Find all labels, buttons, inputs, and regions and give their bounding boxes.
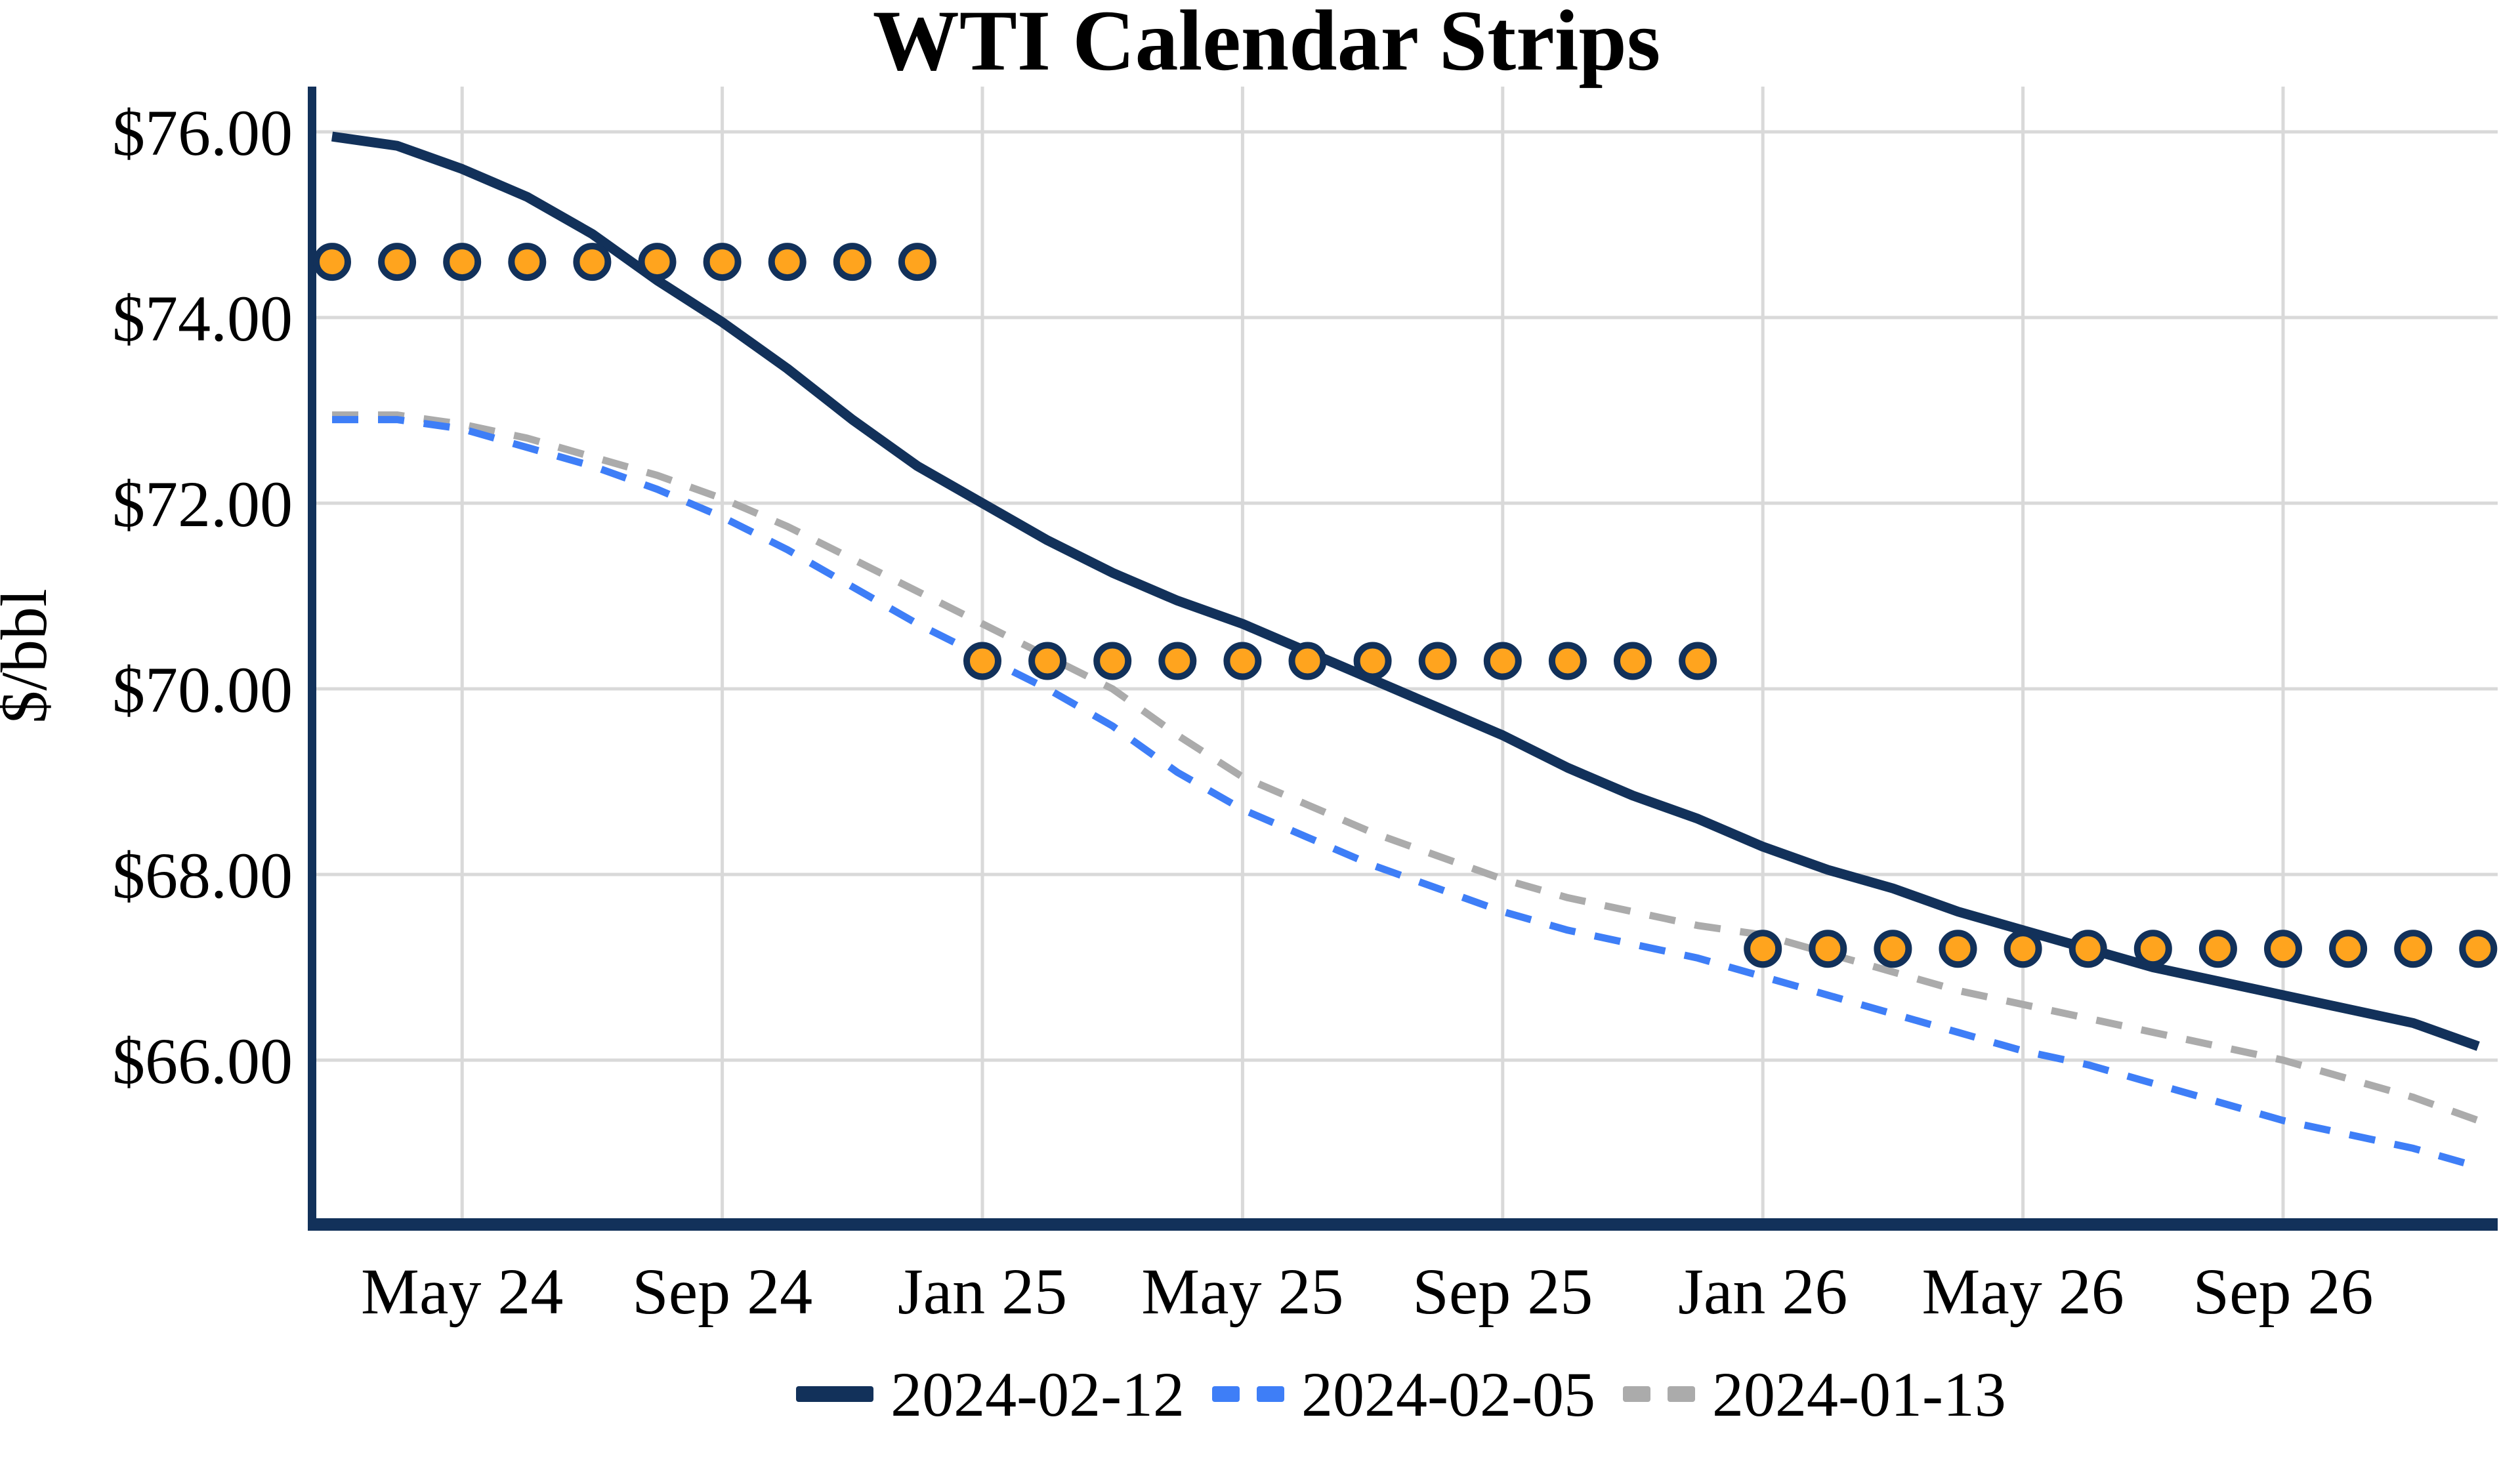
strip-marker [1679,642,1717,680]
strip-marker [1028,642,1067,680]
strip-marker [2133,930,2172,968]
x-tick-label: Jan 25 [898,1255,1067,1328]
strip-markers [313,243,2498,968]
strip-marker [833,243,872,281]
x-tick-label: Sep 25 [1412,1255,1593,1328]
strip-marker [2068,930,2107,968]
legend-item-2024-02-12: 2024-02-12 [796,1358,1185,1431]
y-axis-label: $/bbl [0,588,60,724]
strip-marker [2329,930,2368,968]
strip-marker [313,243,351,281]
strip-marker [2459,930,2498,968]
x-tick-label: May 25 [1141,1255,1343,1328]
legend-label: 2024-02-12 [891,1359,1185,1429]
strip-marker [1288,642,1327,680]
y-tick-labels: $76.00 $74.00 $72.00 $70.00 $68.00 $66.00 [112,96,293,1098]
strip-marker [703,243,742,281]
strip-marker [1483,642,1522,680]
chart-title: WTI Calendar Strips [873,0,1660,89]
axes [308,87,2498,1231]
strip-marker [2264,930,2302,968]
y-axis-line [308,87,316,1231]
strip-marker [1158,642,1197,680]
strip-marker [573,243,612,281]
series-lines [331,131,2480,1170]
x-tick-label: Sep 26 [2193,1255,2374,1328]
strip-marker [2198,930,2237,968]
strip-marker [508,243,547,281]
strip-marker [1353,642,1392,680]
y-tick-label: $66.00 [112,1025,293,1098]
legend-label: 2024-02-05 [1301,1359,1595,1429]
strip-marker [1093,642,1132,680]
strip-marker [378,243,417,281]
y-tick-label: $74.00 [112,282,293,355]
strip-marker [1418,642,1457,680]
legend-label: 2024-01-13 [1712,1359,2006,1429]
strip-marker [1809,930,1847,968]
x-tick-label: May 26 [1922,1255,2124,1328]
legend: 2024-02-12 2024-02-05 2024-01-13 [0,1350,2520,1438]
strip-cal-2024-strip [313,243,936,281]
strip-marker [963,642,1001,680]
legend-item-2024-01-13: 2024-01-13 [1622,1358,2006,1431]
strip-marker [898,243,936,281]
y-tick-label: $76.00 [112,96,293,169]
x-tick-label: Sep 24 [632,1255,812,1328]
x-tick-label: May 24 [361,1255,563,1328]
strip-marker [2394,930,2433,968]
strip-marker [1548,642,1587,680]
legend-swatch-blue-dashed-icon [1212,1386,1285,1402]
x-tick-label: Jan 26 [1678,1255,1847,1328]
y-tick-label: $70.00 [112,653,293,726]
series-line-2024-01-13 [332,411,2480,1124]
strip-marker [1874,930,1912,968]
gridlines-h [308,130,2498,1062]
legend-swatch-gray-dashed-icon [1622,1386,1695,1402]
y-tick-label: $68.00 [112,839,293,912]
x-axis-line [308,1218,2498,1231]
strip-marker [443,243,482,281]
x-tick-labels: May 24 Sep 24 Jan 25 May 25 Sep 25 Jan 26 May … [361,1255,2373,1328]
strip-marker [638,243,677,281]
series-line-2024-02-05 [332,416,2479,1170]
strip-marker [768,243,807,281]
strip-marker [1223,642,1262,680]
y-tick-label: $72.00 [112,468,293,541]
strip-cal-2026-strip [1744,930,2498,968]
series-line-2024-02-12 [331,131,2480,1051]
strip-marker [1744,930,1782,968]
legend-swatch-solid-line-icon [796,1386,874,1402]
strip-marker [2004,930,2042,968]
legend-item-2024-02-05: 2024-02-05 [1212,1358,1595,1431]
strip-marker [1614,642,1652,680]
strip-cal-2025-strip [963,642,1717,680]
strip-marker [1939,930,1977,968]
